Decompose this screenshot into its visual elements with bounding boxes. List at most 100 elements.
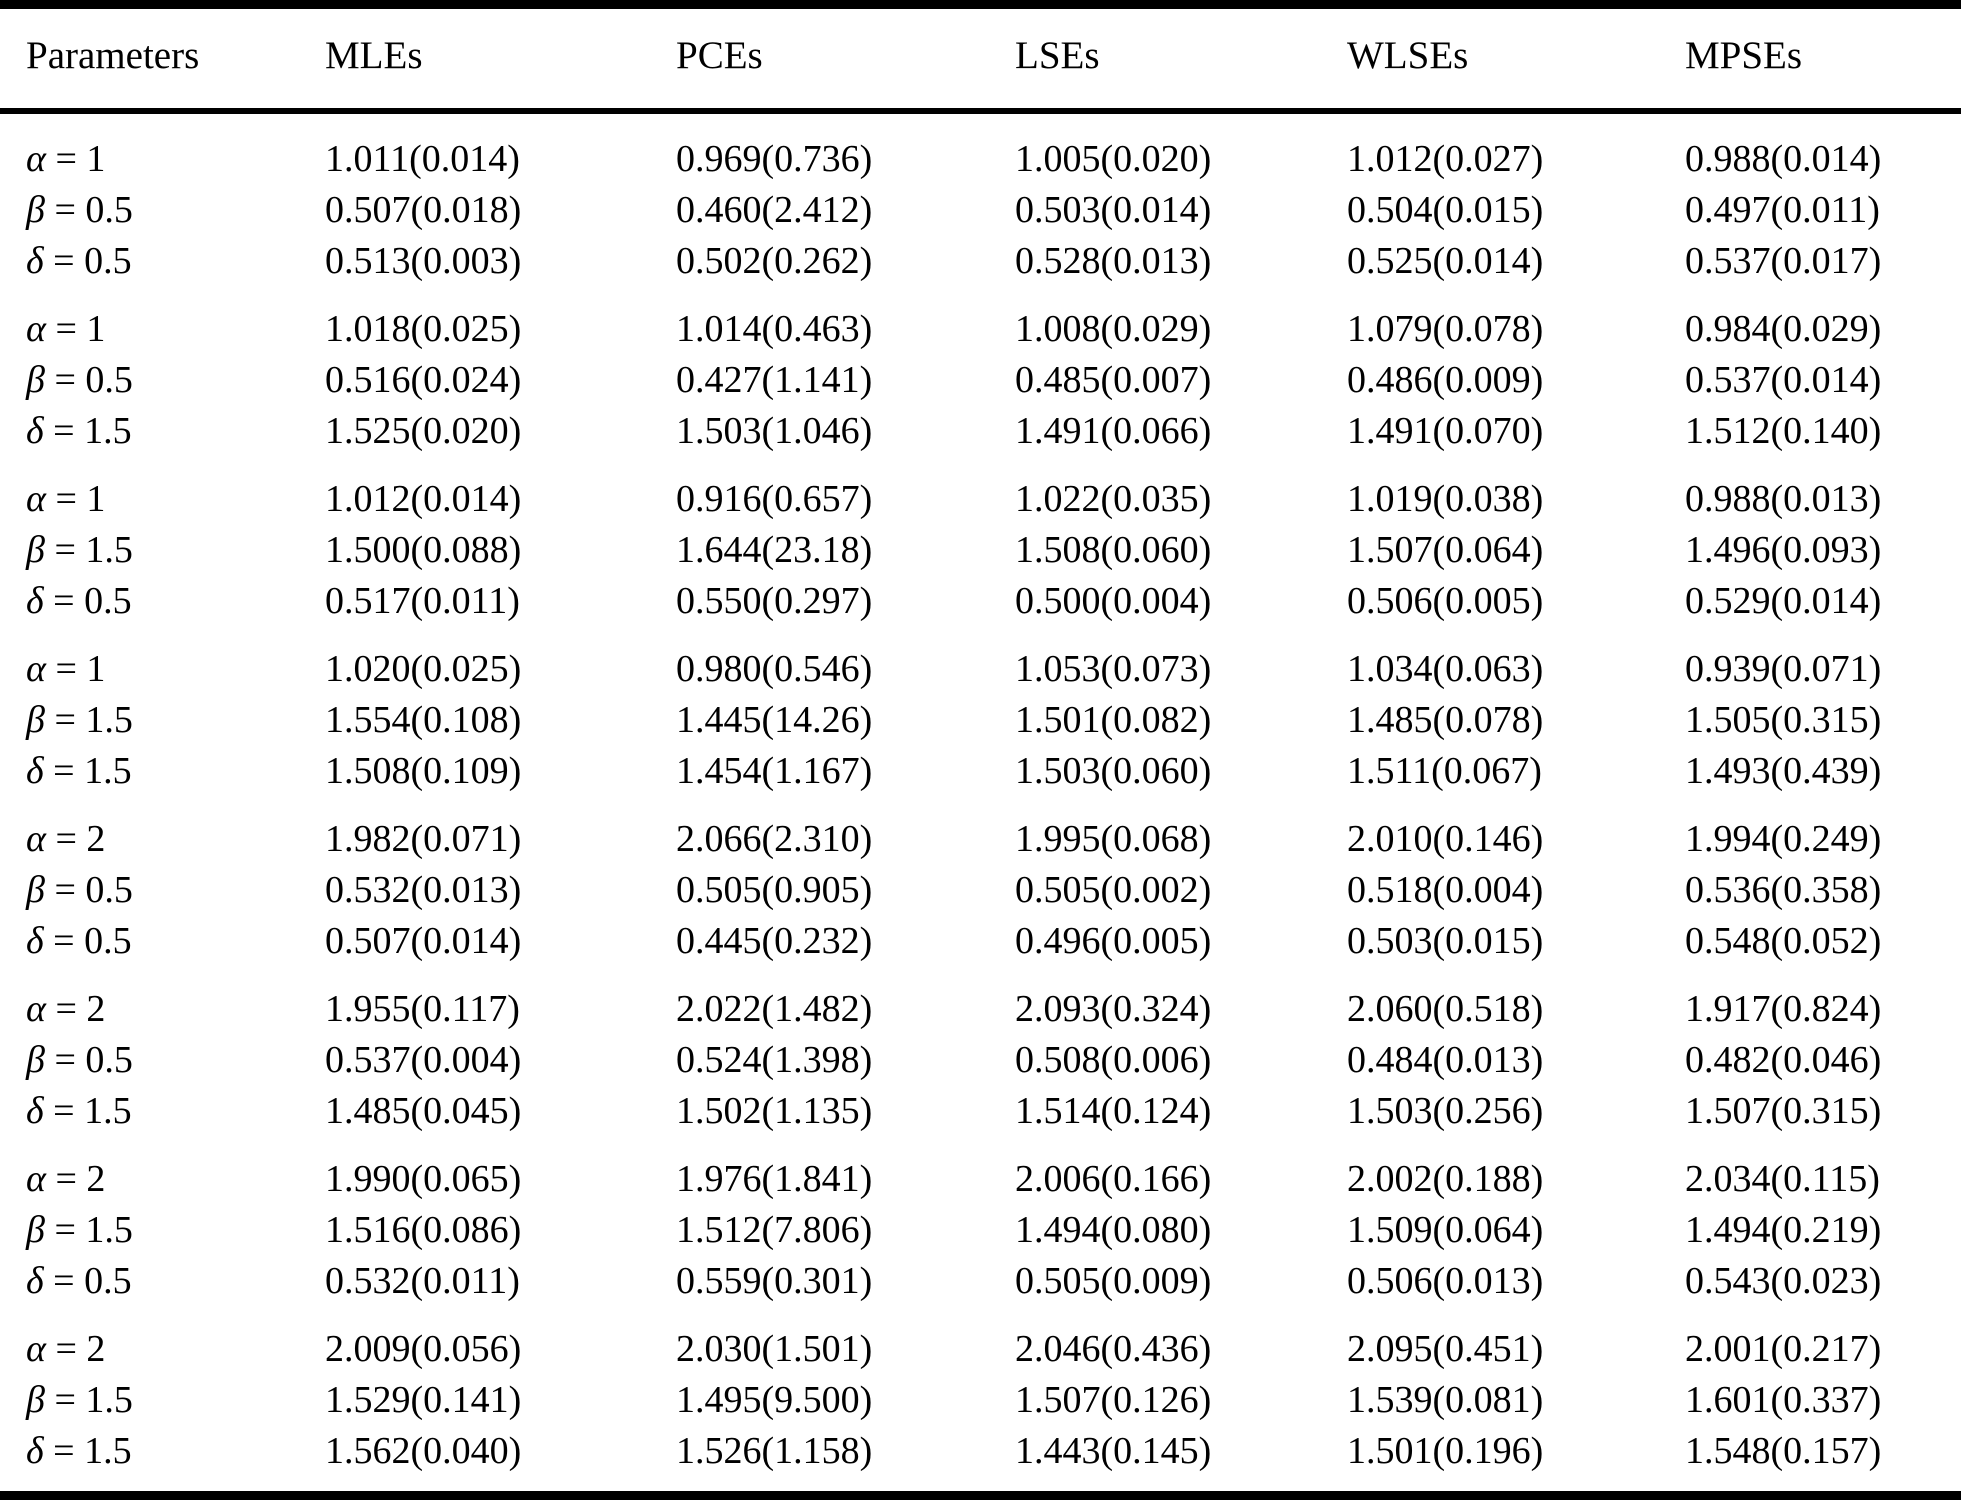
estimate-cell: 1.994(0.249) xyxy=(1685,818,1882,860)
estimate-cell: 0.506(0.013) xyxy=(1347,1260,1544,1302)
parameter-symbol: α xyxy=(26,138,46,180)
parameter-cell: β = 0.5 xyxy=(26,359,133,401)
table-row: β = 1.5 1.554(0.108) 1.445(14.26) 1.501(0.0… xyxy=(0,695,1961,746)
estimate-cell: 1.493(0.439) xyxy=(1685,750,1882,792)
parameter-symbol: δ xyxy=(26,1430,44,1472)
parameter-symbol: α xyxy=(26,1328,46,1370)
parameter-cell: β = 1.5 xyxy=(26,1379,133,1421)
estimate-cell: 1.514(0.124) xyxy=(1015,1090,1212,1132)
estimate-cell: 0.485(0.007) xyxy=(1015,359,1212,401)
table-row: δ = 1.5 1.525(0.020) 1.503(1.046) 1.491(0.0… xyxy=(0,406,1961,457)
estimate-cell: 1.511(0.067) xyxy=(1347,750,1542,792)
parameter-symbol: α xyxy=(26,818,46,860)
estimate-cell: 1.955(0.117) xyxy=(325,988,520,1030)
estimate-cell: 0.518(0.004) xyxy=(1347,869,1544,911)
estimate-cell: 1.491(0.066) xyxy=(1015,410,1212,452)
estimate-cell: 0.505(0.009) xyxy=(1015,1260,1212,1302)
parameter-cell: α = 2 xyxy=(26,818,106,860)
estimate-cell: 2.001(0.217) xyxy=(1685,1328,1882,1370)
estimate-cell: 1.494(0.219) xyxy=(1685,1209,1882,1251)
column-header-pces: PCEs xyxy=(676,4,1015,114)
parameter-symbol: α xyxy=(26,988,46,1030)
estimate-cell: 1.012(0.027) xyxy=(1347,138,1544,180)
table-row: β = 0.5 0.516(0.024) 0.427(1.141) 0.485(0.0… xyxy=(0,355,1961,406)
estimate-cell: 1.525(0.020) xyxy=(325,410,522,452)
table-body: α = 1 1.011(0.014) 0.969(0.736) 1.005(0.020… xyxy=(0,111,1961,1496)
estimate-cell: 1.601(0.337) xyxy=(1685,1379,1882,1421)
estimate-cell: 1.502(1.135) xyxy=(676,1090,873,1132)
parameter-cell: α = 1 xyxy=(26,308,106,350)
estimate-cell: 0.916(0.657) xyxy=(676,478,873,520)
estimate-cell: 0.504(0.015) xyxy=(1347,189,1544,231)
table-row: α = 2 1.990(0.065) 1.976(1.841) 2.006(0.166… xyxy=(0,1137,1961,1205)
table-row: β = 0.5 0.532(0.013) 0.505(0.905) 0.505(0.0… xyxy=(0,865,1961,916)
estimate-cell: 1.509(0.064) xyxy=(1347,1209,1544,1251)
estimate-cell: 0.517(0.011) xyxy=(325,580,520,622)
estimate-cell: 1.053(0.073) xyxy=(1015,648,1212,690)
estimate-cell: 1.508(0.109) xyxy=(325,750,522,792)
estimate-cell: 1.485(0.078) xyxy=(1347,699,1544,741)
estimate-cell: 1.505(0.315) xyxy=(1685,699,1882,741)
estimate-cell: 1.562(0.040) xyxy=(325,1430,522,1472)
estimate-cell: 0.445(0.232) xyxy=(676,920,873,962)
table-row: δ = 0.5 0.507(0.014) 0.445(0.232) 0.496(0.0… xyxy=(0,916,1961,967)
estimate-cell: 0.513(0.003) xyxy=(325,240,522,282)
estimate-cell: 1.508(0.060) xyxy=(1015,529,1212,571)
parameter-symbol: β xyxy=(26,869,45,911)
estimate-cell: 2.034(0.115) xyxy=(1685,1158,1880,1200)
column-header-mpses: MPSEs xyxy=(1685,4,1961,114)
table-row: α = 2 1.955(0.117) 2.022(1.482) 2.093(0.324… xyxy=(0,967,1961,1035)
table-row: δ = 0.5 0.513(0.003) 0.502(0.262) 0.528(0.0… xyxy=(0,236,1961,287)
parameter-symbol: δ xyxy=(26,1260,44,1302)
estimate-cell: 0.939(0.071) xyxy=(1685,648,1882,690)
parameter-cell: β = 0.5 xyxy=(26,189,133,231)
estimate-cell: 2.010(0.146) xyxy=(1347,818,1544,860)
estimate-cell: 0.500(0.004) xyxy=(1015,580,1212,622)
parameter-cell: α = 1 xyxy=(26,478,106,520)
estimate-cell: 0.988(0.013) xyxy=(1685,478,1882,520)
estimate-cell: 1.500(0.088) xyxy=(325,529,522,571)
estimate-cell: 1.995(0.068) xyxy=(1015,818,1212,860)
estimate-cell: 1.507(0.315) xyxy=(1685,1090,1882,1132)
estimate-cell: 0.536(0.358) xyxy=(1685,869,1882,911)
parameter-cell: α = 1 xyxy=(26,138,106,180)
estimate-cell: 0.548(0.052) xyxy=(1685,920,1882,962)
estimate-cell: 0.497(0.011) xyxy=(1685,189,1880,231)
parameter-cell: δ = 0.5 xyxy=(26,580,132,622)
estimate-cell: 1.005(0.020) xyxy=(1015,138,1212,180)
estimate-cell: 1.976(1.841) xyxy=(676,1158,873,1200)
parameter-cell: δ = 1.5 xyxy=(26,1430,132,1472)
estimate-cell: 1.022(0.035) xyxy=(1015,478,1212,520)
parameter-symbol: δ xyxy=(26,240,44,282)
table-row: δ = 0.5 0.532(0.011) 0.559(0.301) 0.505(0.0… xyxy=(0,1256,1961,1307)
parameter-symbol: β xyxy=(26,529,45,571)
estimate-cell: 1.512(7.806) xyxy=(676,1209,873,1251)
estimate-cell: 0.505(0.002) xyxy=(1015,869,1212,911)
table-row: δ = 1.5 1.562(0.040) 1.526(1.158) 1.443(0.1… xyxy=(0,1426,1961,1496)
estimate-cell: 0.507(0.014) xyxy=(325,920,522,962)
estimate-cell: 1.539(0.081) xyxy=(1347,1379,1544,1421)
column-header-mles: MLEs xyxy=(325,4,676,114)
estimate-cell: 0.537(0.014) xyxy=(1685,359,1882,401)
estimate-cell: 1.501(0.196) xyxy=(1347,1430,1544,1472)
estimate-cell: 1.512(0.140) xyxy=(1685,410,1882,452)
parameter-cell: α = 2 xyxy=(26,988,106,1030)
estimate-cell: 0.484(0.013) xyxy=(1347,1039,1544,1081)
table-row: α = 1 1.020(0.025) 0.980(0.546) 1.053(0.073… xyxy=(0,627,1961,695)
estimate-cell: 1.503(1.046) xyxy=(676,410,873,452)
table-row: β = 0.5 0.507(0.018) 0.460(2.412) 0.503(0.0… xyxy=(0,185,1961,236)
estimate-cell: 1.516(0.086) xyxy=(325,1209,522,1251)
estimate-cell: 0.503(0.014) xyxy=(1015,189,1212,231)
estimate-cell: 0.502(0.262) xyxy=(676,240,873,282)
table-row: α = 2 2.009(0.056) 2.030(1.501) 2.046(0.436… xyxy=(0,1307,1961,1375)
parameter-symbol: β xyxy=(26,699,45,741)
parameter-symbol: α xyxy=(26,648,46,690)
estimate-cell: 0.532(0.013) xyxy=(325,869,522,911)
estimate-cell: 0.496(0.005) xyxy=(1015,920,1212,962)
table-row: δ = 0.5 0.517(0.011) 0.550(0.297) 0.500(0.0… xyxy=(0,576,1961,627)
column-header-lses: LSEs xyxy=(1015,4,1347,114)
parameter-cell: β = 0.5 xyxy=(26,869,133,911)
estimate-cell: 0.969(0.736) xyxy=(676,138,873,180)
estimate-cell: 0.559(0.301) xyxy=(676,1260,873,1302)
parameter-cell: δ = 1.5 xyxy=(26,1090,132,1132)
